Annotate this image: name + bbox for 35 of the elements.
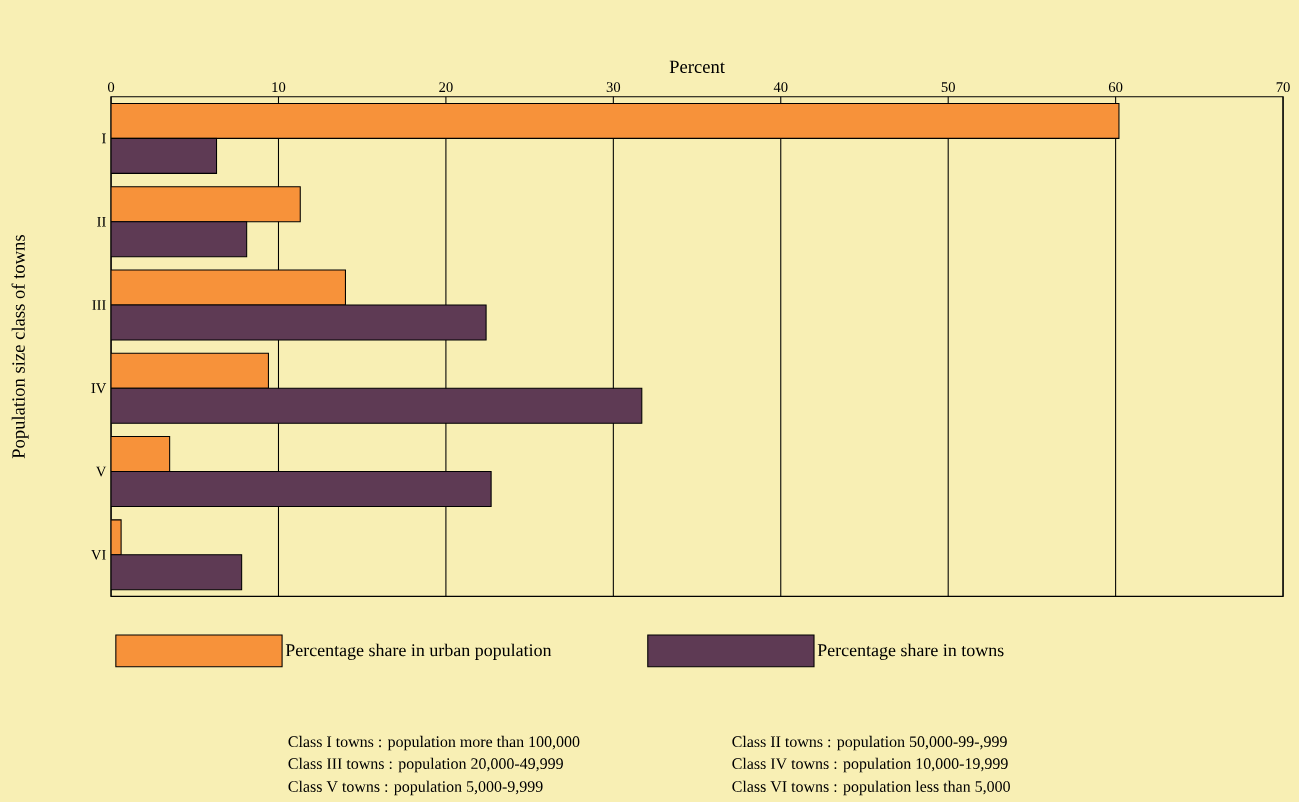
- y-tick-label: II: [97, 216, 106, 227]
- text: Class III towns : population 20,000-49,999: [288, 757, 563, 773]
- text: Class I towns : population more than 100,000: [288, 735, 580, 751]
- text: Percentage share in towns: [817, 643, 1004, 661]
- bar: [111, 304, 487, 341]
- x-tick-label: 40: [773, 82, 788, 93]
- text: Class V towns : population 5,000-9,999: [288, 780, 543, 796]
- bar: [111, 102, 1120, 139]
- bar: [111, 352, 269, 389]
- x-tick-label: 60: [1108, 82, 1123, 93]
- x-tick-label: 50: [941, 82, 955, 93]
- bar: [111, 387, 643, 424]
- x-tick-label: 10: [272, 82, 286, 93]
- y-tick-label: III: [92, 300, 106, 310]
- bar: [111, 186, 301, 223]
- x-axis-title: Percent: [669, 60, 725, 74]
- text: Percentage share in urban population: [285, 643, 552, 661]
- y-tick-label: I: [102, 133, 106, 144]
- text: Class IV towns : population 10,000-19,999: [732, 757, 1008, 773]
- bar: [111, 554, 243, 591]
- y-tick-label: V: [95, 466, 107, 477]
- y-axis-title: Population size class of towns: [11, 235, 29, 459]
- bar: [111, 436, 171, 473]
- x-tick-label: 0: [107, 82, 115, 93]
- bar: [111, 221, 248, 258]
- bar: [111, 137, 218, 174]
- x-tick-label: 20: [439, 82, 453, 93]
- bar: [111, 269, 346, 306]
- y-tick-label: VI: [91, 549, 106, 560]
- text: Class II towns : population 50,000-99-,999: [732, 735, 1007, 751]
- text: Class VI towns : population less than 5,000: [732, 780, 1010, 796]
- y-tick-label: IV: [91, 383, 107, 394]
- bar: [111, 471, 492, 508]
- x-tick-label: 70: [1276, 82, 1290, 93]
- x-tick-label: 30: [606, 82, 621, 93]
